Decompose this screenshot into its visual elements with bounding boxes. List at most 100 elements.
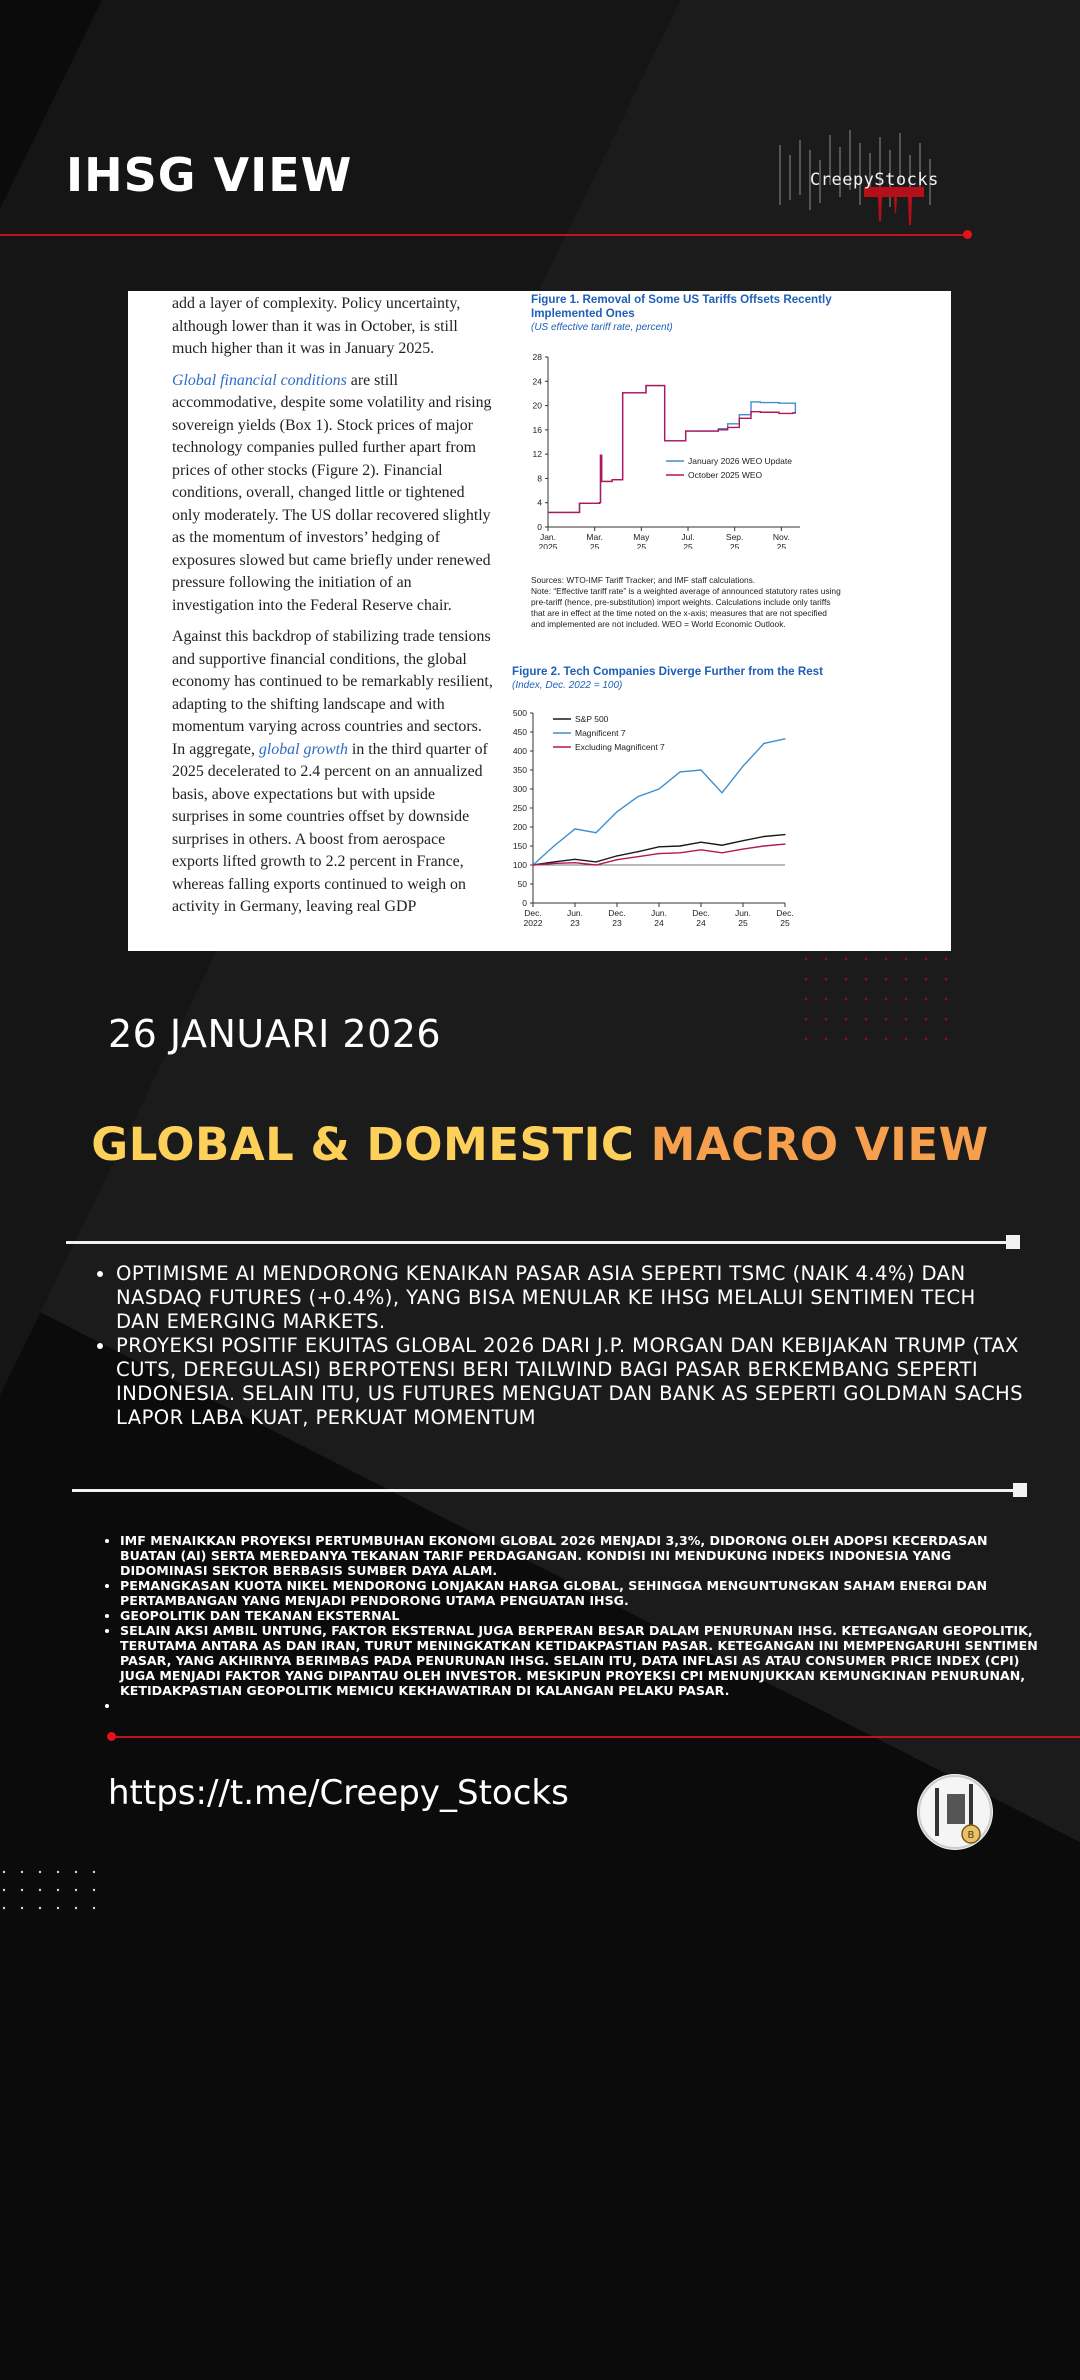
decor-dot xyxy=(804,997,808,1001)
decor-dot xyxy=(2,1870,6,1874)
svg-text:B: B xyxy=(968,1830,975,1841)
decor-dot xyxy=(844,977,848,981)
figure1-notes: Sources: WTO-IMF Tariff Tracker; and IMF… xyxy=(531,575,843,630)
x-tick-label-line: Jun. xyxy=(567,908,583,918)
x-tick-label-line: Sep. xyxy=(726,532,744,542)
decor-dot xyxy=(904,1037,908,1041)
data-point xyxy=(784,843,786,845)
footer-red-line xyxy=(111,1736,1080,1738)
creepystocks-logo xyxy=(779,130,931,225)
header-red-dot xyxy=(963,230,972,239)
y-tick-label: 0 xyxy=(537,522,542,532)
x-tick-label: Dec. 23 xyxy=(608,908,625,928)
data-point xyxy=(568,511,570,514)
x-tick-label-line: 25 xyxy=(590,542,600,549)
data-point xyxy=(532,864,534,866)
y-tick-label: 0 xyxy=(522,898,527,908)
data-point xyxy=(574,858,576,860)
data-point xyxy=(738,417,740,419)
series-line-0 xyxy=(548,384,797,514)
y-tick-label: 400 xyxy=(513,746,527,756)
x-tick-label: May 25 xyxy=(633,532,650,549)
decor-dot xyxy=(864,1017,868,1021)
decor-dot xyxy=(74,1888,78,1892)
footer-red-dot xyxy=(107,1732,116,1741)
decor-dot xyxy=(924,977,928,981)
avatar: B xyxy=(917,1774,993,1850)
data-point xyxy=(763,835,765,838)
data-point xyxy=(792,412,794,414)
data-point xyxy=(595,864,597,866)
data-point xyxy=(611,479,613,481)
y-tick-label: 300 xyxy=(513,784,527,794)
decor-dot xyxy=(74,1906,78,1910)
data-point xyxy=(717,429,719,431)
x-tick-label-line: Dec. xyxy=(608,908,625,918)
x-tick-label-line: 23 xyxy=(570,918,580,928)
data-point xyxy=(778,412,780,415)
report-link[interactable]: Global financial conditions xyxy=(172,371,347,389)
y-tick-label: 28 xyxy=(533,352,543,362)
decor-dot xyxy=(56,1870,60,1874)
decor-dot xyxy=(20,1906,24,1910)
decor-dot xyxy=(924,997,928,1001)
data-point xyxy=(679,845,681,847)
decor-dot xyxy=(804,1037,808,1041)
data-point xyxy=(595,861,597,863)
data-point xyxy=(598,502,600,504)
x-tick-label: Dec. 25 xyxy=(776,908,793,928)
y-tick-label: 500 xyxy=(513,708,527,718)
x-tick-label: Jun. 24 xyxy=(651,908,667,928)
y-tick-label: 8 xyxy=(537,473,542,483)
data-point xyxy=(574,828,576,830)
data-point xyxy=(700,841,702,843)
x-tick-label-line: Nov. xyxy=(773,532,790,542)
data-point xyxy=(574,862,576,864)
report-text: add a layer of complexity. Policy uncert… xyxy=(172,295,461,357)
data-point xyxy=(624,392,626,394)
telegram-link[interactable]: https://t.me/Creepy_Stocks xyxy=(108,1773,569,1813)
data-point xyxy=(750,411,752,413)
y-tick-label: 4 xyxy=(537,498,542,508)
headline-part1: GLOBAL & DOMESTIC xyxy=(91,1118,651,1171)
series-line-0 xyxy=(532,833,786,866)
decor-dot xyxy=(884,957,888,961)
decor-dot xyxy=(944,957,948,961)
data-point xyxy=(616,859,618,861)
decor-dot xyxy=(38,1888,42,1892)
y-tick-label: 250 xyxy=(513,803,527,813)
data-point xyxy=(637,856,639,858)
report-text: Against this backdrop of stabilizing tra… xyxy=(172,628,493,758)
x-tick-label-line: Mar. xyxy=(586,532,603,542)
decor-dot xyxy=(924,957,928,961)
data-point xyxy=(616,811,618,813)
x-tick-label-line: Dec. xyxy=(776,908,793,918)
x-tick-label-line: Jan. xyxy=(540,532,556,542)
data-point xyxy=(742,840,744,842)
decor-dot xyxy=(56,1888,60,1892)
decor-dot xyxy=(74,1870,78,1874)
legend-label: Excluding Magnificent 7 xyxy=(575,742,665,752)
header-red-line xyxy=(0,234,967,236)
y-tick-label: 24 xyxy=(533,376,543,386)
report-link[interactable]: global growth xyxy=(258,740,348,758)
main-bullet-item: PROYEKSI POSITIF EKUITAS GLOBAL 2026 DAR… xyxy=(116,1334,1026,1430)
x-tick-label: Nov. 25 xyxy=(773,532,790,549)
data-point xyxy=(645,384,647,387)
data-point xyxy=(553,845,555,847)
x-tick-label-line: 25 xyxy=(683,542,693,549)
data-point xyxy=(599,454,602,456)
data-point xyxy=(738,414,740,416)
data-point xyxy=(646,384,648,387)
secondary-bullet-item: PEMANGKASAN KUOTA NIKEL MENDORONG LONJAK… xyxy=(120,1578,1040,1608)
y-tick-label: 20 xyxy=(533,401,543,411)
decor-dot xyxy=(924,1037,928,1041)
x-tick-label-line: 24 xyxy=(654,918,664,928)
data-point xyxy=(680,440,682,442)
x-tick-label-line: 2022 xyxy=(524,918,543,928)
decor-dot xyxy=(20,1870,24,1874)
figure1-header: Figure 1. Removal of Some US Tariffs Off… xyxy=(531,293,851,334)
x-tick-label-line: Dec. xyxy=(524,908,541,918)
data-point xyxy=(700,769,702,771)
